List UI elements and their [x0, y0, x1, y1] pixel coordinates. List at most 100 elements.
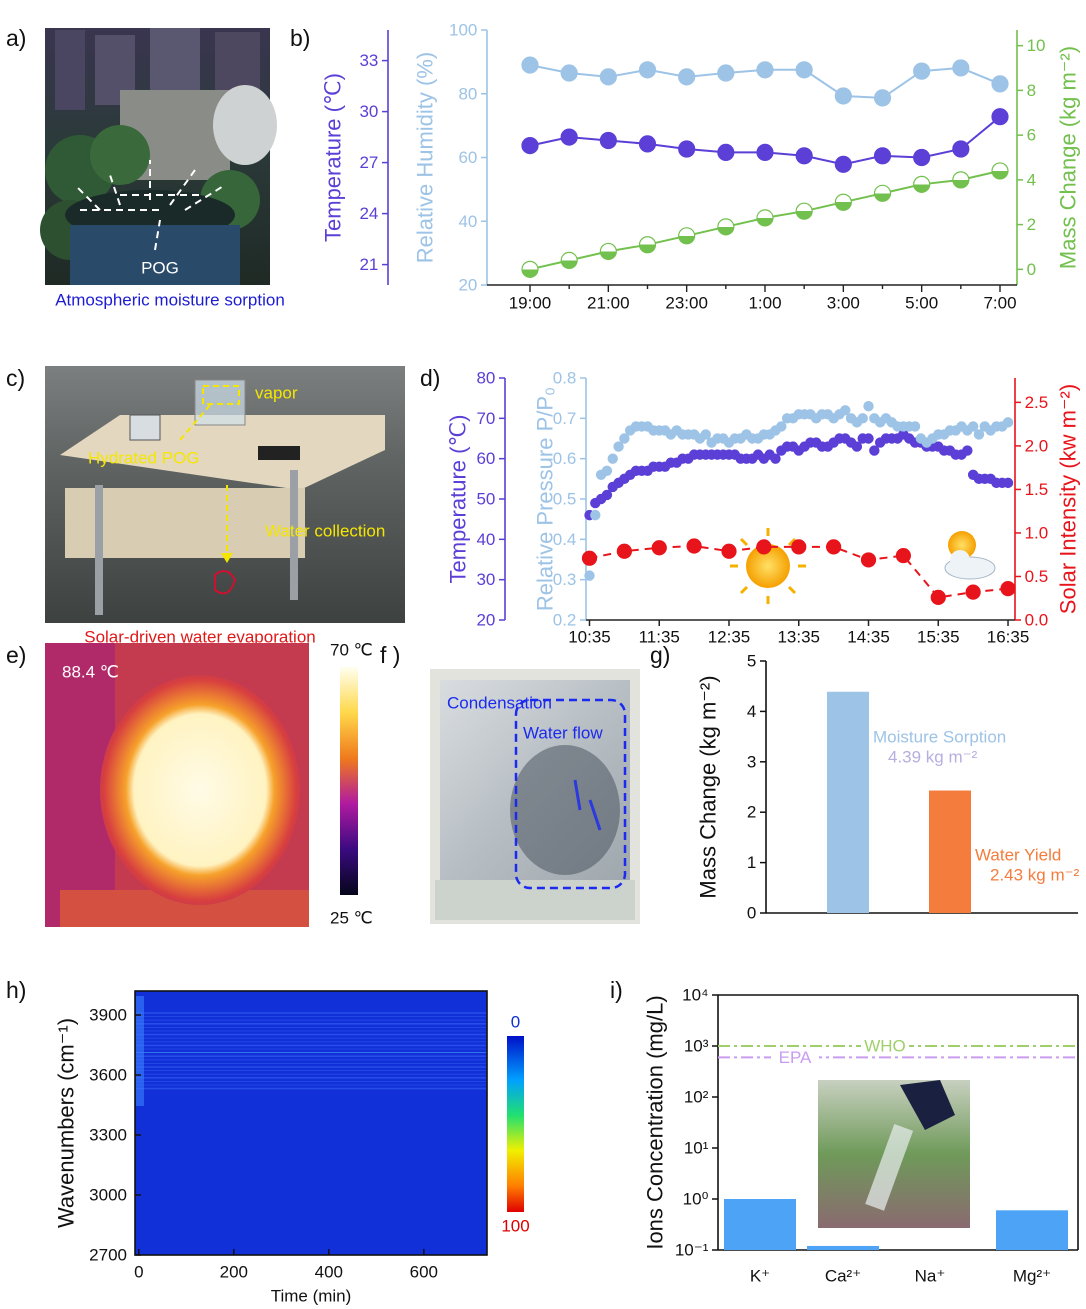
marker [953, 60, 969, 76]
marker [969, 422, 978, 431]
caption: Atmospheric moisture sorption [55, 291, 285, 310]
y-axis-title: Wavenumbers (cm⁻¹) [54, 1018, 79, 1228]
marker [1003, 478, 1012, 487]
marker [620, 434, 629, 443]
y-tick-label: 20 [458, 276, 477, 295]
y-axis-title: Temperature (℃) [446, 415, 471, 584]
cloud-icon-part [950, 550, 970, 570]
panel-label: e) [6, 642, 26, 668]
marker [896, 549, 910, 563]
y-tick-label: 30 [359, 102, 378, 121]
inset-photo [818, 1080, 970, 1228]
y-tick-label: 30 [476, 570, 495, 589]
y-tick-label: 33 [359, 51, 378, 70]
marker [841, 406, 850, 415]
value-label: 2.43 kg m⁻² [990, 866, 1080, 885]
panel-label: g) [650, 642, 670, 668]
marker [679, 141, 695, 157]
photo-e: 88.4 ℃ 70 ℃ 25 ℃ [45, 641, 373, 928]
reference-label: WHO [864, 1037, 906, 1056]
marker [701, 430, 710, 439]
marker [600, 69, 616, 85]
colorbar-label: 0 [511, 1013, 520, 1032]
y-tick-label: 40 [458, 212, 477, 231]
y-tick-label: 3 [747, 752, 756, 771]
marker [602, 466, 611, 475]
marker [602, 490, 611, 499]
marker [953, 141, 969, 157]
x-tick-label: Ca²⁺ [825, 1267, 861, 1286]
photo-label: Condensation [447, 694, 552, 713]
scale-label: 70 ℃ [330, 641, 373, 660]
panel-label: a) [6, 25, 26, 51]
x-tick-label: 16:35 [987, 628, 1030, 647]
y-tick-label: 50 [476, 490, 495, 509]
marker [1003, 418, 1012, 427]
marker [718, 65, 734, 81]
marker [777, 422, 786, 431]
marker [718, 144, 734, 160]
y-tick-label: 2.5 [1025, 393, 1049, 412]
panel-label: h) [6, 977, 26, 1003]
y-tick-label: 2 [747, 803, 756, 822]
marker [992, 109, 1008, 125]
photo-label: vapor [255, 384, 298, 403]
y-tick-label: 10 [1027, 36, 1046, 55]
marker [931, 590, 945, 604]
y-tick-label: 2.0 [1025, 436, 1049, 455]
photo-c: vapor Hydrated POG Water collection [45, 366, 405, 623]
marker [561, 129, 577, 145]
y-tick-label: 3000 [89, 1186, 127, 1205]
heatmap-edge [136, 996, 144, 1106]
photo-label: Water collection [265, 522, 385, 541]
marker [722, 544, 736, 558]
marker [582, 551, 596, 565]
x-tick-label: 13:35 [777, 628, 820, 647]
marker [835, 156, 851, 172]
y-tick-label: 2 [1027, 215, 1036, 234]
y-tick-label: 0 [747, 904, 756, 923]
x-tick-label: 14:35 [847, 628, 890, 647]
reference-label: EPA [779, 1048, 812, 1067]
x-tick-label: K⁺ [750, 1267, 770, 1286]
photo-e-part [100, 675, 300, 905]
y-tick-label: 80 [458, 84, 477, 103]
y-tick-label: 0.8 [553, 369, 577, 388]
marker [617, 544, 631, 558]
marker [585, 571, 594, 580]
marker [914, 63, 930, 79]
x-tick-label: 23:00 [665, 294, 708, 313]
marker [875, 148, 891, 164]
y-axis-title: Solar Intensity (kw m⁻²) [1056, 384, 1081, 614]
photo-a-part [90, 125, 150, 185]
y-tick-label: 10² [684, 1088, 709, 1107]
y-tick-label: 1.0 [1025, 523, 1049, 542]
panel-label: c) [6, 365, 25, 391]
x-tick-label: 200 [220, 1263, 248, 1282]
y-tick-label: 10³ [684, 1037, 709, 1056]
value-label: 4.39 kg m⁻² [888, 748, 978, 767]
marker [875, 90, 891, 106]
y-tick-label: 21 [359, 255, 378, 274]
y-tick-label: 70 [476, 409, 495, 428]
marker [835, 194, 851, 210]
y-tick-label: 1 [747, 853, 756, 872]
marker [614, 442, 623, 451]
sun-icon-part-part [789, 587, 795, 593]
marker [522, 261, 538, 277]
y-tick-label: 24 [359, 204, 378, 223]
marker [600, 133, 616, 149]
marker [608, 454, 617, 463]
x-tick-label: 19:00 [509, 294, 552, 313]
y-tick-label: 100 [449, 21, 477, 40]
photo-c-part [258, 446, 300, 460]
x-tick-label: 15:35 [917, 628, 960, 647]
marker [591, 511, 600, 520]
panel-label: d) [420, 365, 440, 391]
x-tick-label: 21:00 [587, 294, 630, 313]
panel-label: f ) [380, 642, 400, 668]
marker [687, 539, 701, 553]
y-tick-label: 10⁰ [683, 1190, 709, 1209]
y-tick-label: 6 [1027, 126, 1036, 145]
photo-c-part [130, 415, 160, 440]
